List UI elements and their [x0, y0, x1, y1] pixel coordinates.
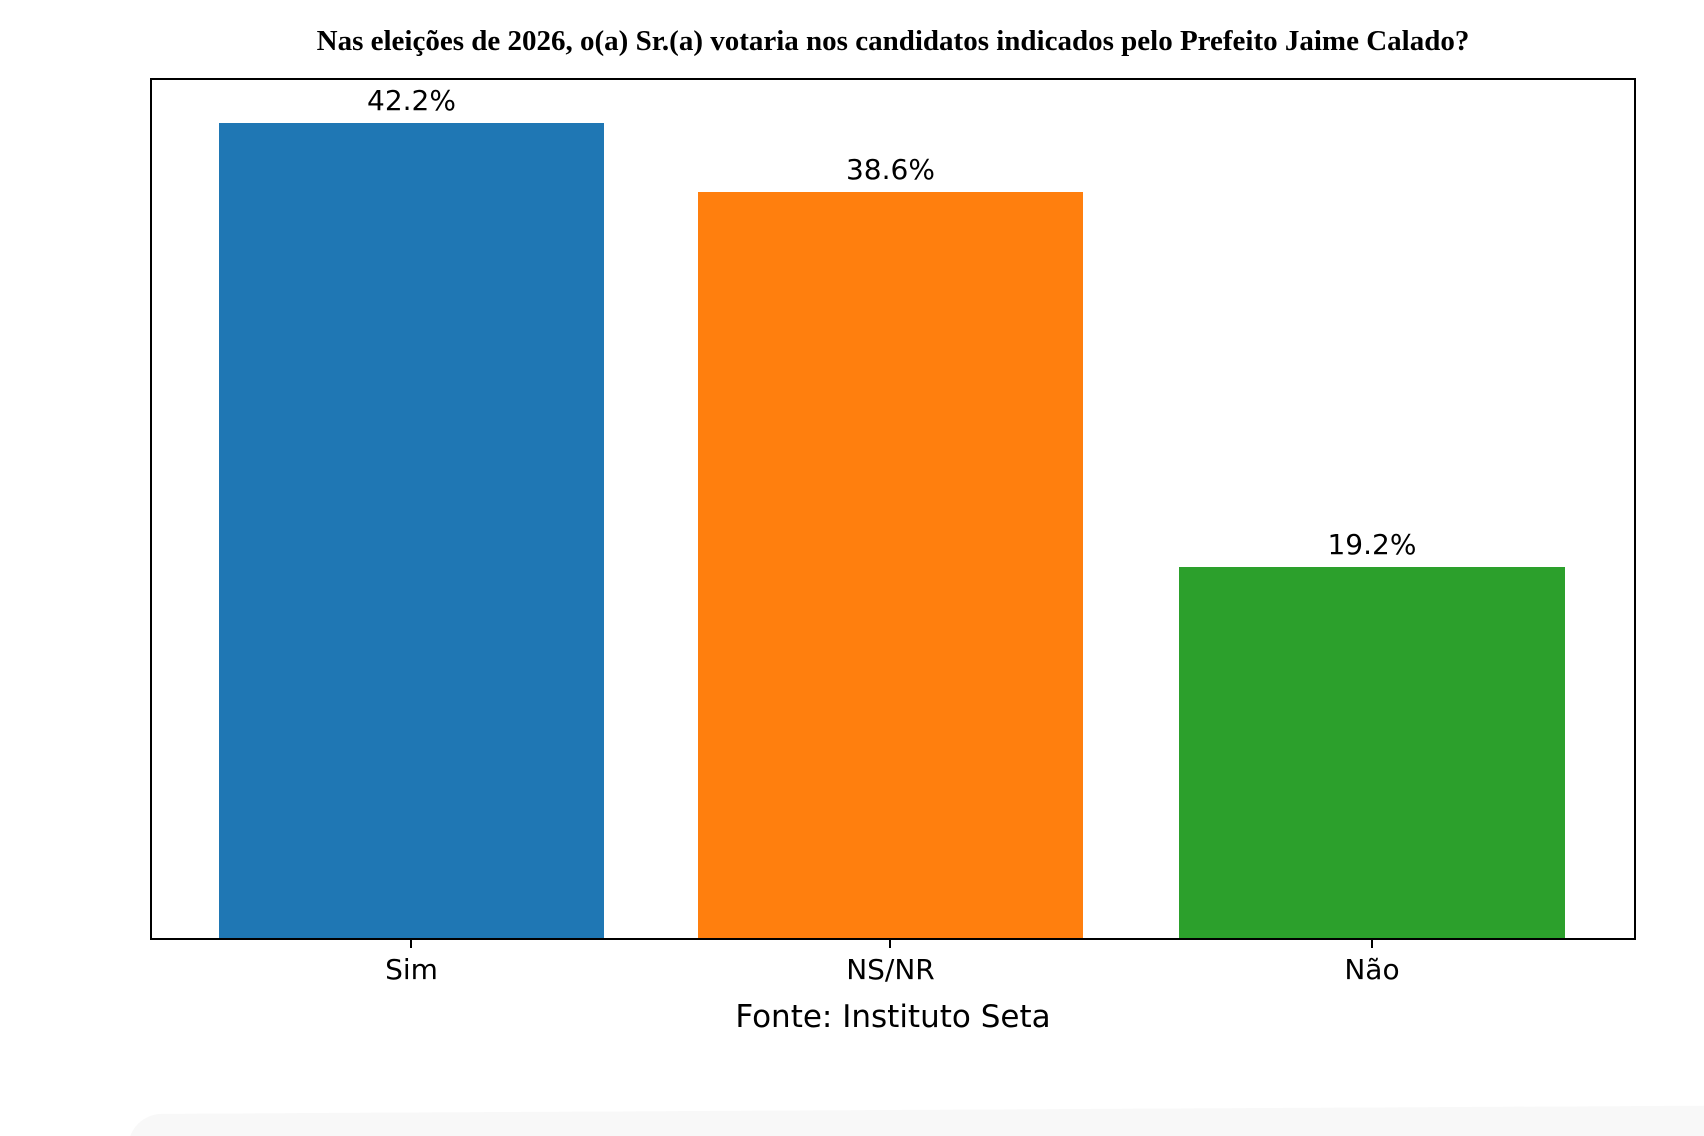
x-tick-nao — [1370, 938, 1373, 948]
bar-sim — [218, 122, 605, 938]
plot-area: 42.2% Sim 38.6% NS/NR 19.2% Não — [150, 78, 1636, 986]
x-tick-sim — [410, 938, 413, 948]
bar-nao — [1179, 566, 1565, 938]
bar-ns-nr — [697, 192, 1084, 938]
x-tick-label-ns-nr: NS/NR — [846, 953, 935, 986]
bottom-edge-artifact — [128, 1105, 1704, 1136]
x-tick-label-sim: Sim — [385, 953, 438, 986]
x-tick-ns-nr — [889, 938, 892, 948]
x-tick-label-nao: Não — [1344, 953, 1400, 986]
bar-value-label-sim: 42.2% — [367, 83, 456, 117]
bar-value-label-nao: 19.2% — [1327, 527, 1417, 561]
bar-value-label-ns-nr: 38.6% — [845, 153, 935, 187]
x-axis-label: Fonte: Instituto Seta — [735, 999, 1051, 1035]
chart-title: Nas eleições de 2026, o(a) Sr.(a) votari… — [316, 25, 1470, 57]
